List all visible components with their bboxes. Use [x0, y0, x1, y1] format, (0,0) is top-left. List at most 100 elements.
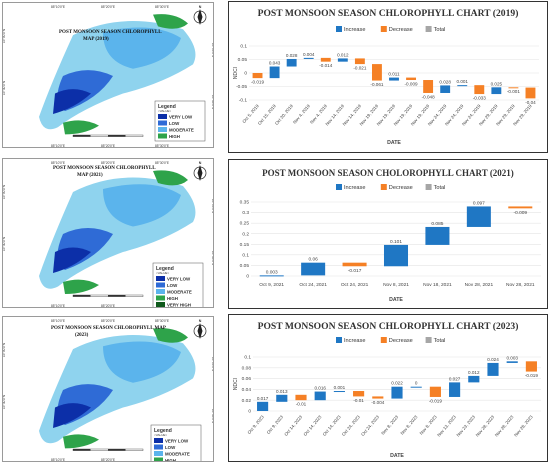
data-label: -0.04 — [525, 100, 536, 105]
bar — [410, 386, 422, 388]
bar — [342, 262, 367, 267]
data-label: -0.01 — [353, 398, 364, 403]
y-tick-label: 0.05 — [238, 57, 248, 63]
legend-swatch-total — [425, 337, 432, 343]
coord-label-left: 19°40'0"N — [3, 80, 6, 95]
bar — [371, 64, 382, 81]
legend-item-label: HIGH — [165, 458, 176, 462]
legend-swatch-decrease — [380, 337, 387, 343]
x-tick-label: Nov 8, 2023 — [399, 414, 418, 436]
coord-label-left: 19°40'0"N — [3, 236, 6, 251]
data-label: 0.016 — [314, 386, 326, 391]
y-tick-label: 0.15 — [240, 242, 250, 248]
bar — [372, 396, 384, 399]
x-axis-label: DATE — [387, 140, 401, 146]
data-label: 0 — [415, 381, 418, 386]
bar — [259, 275, 284, 277]
coord-label-left: 19°50'0"N — [3, 28, 6, 43]
legend-item-label: LOW — [165, 445, 176, 450]
bar — [487, 362, 499, 376]
high-zone — [153, 14, 188, 29]
legend-swatch — [156, 282, 165, 288]
legend-swatch — [158, 127, 167, 132]
bar — [474, 85, 485, 95]
bar — [320, 57, 331, 62]
bar — [491, 87, 502, 95]
chart-svg-2023: POST MONSOON SEASON CHLOROPHYLL CHART (2… — [233, 321, 541, 459]
bar — [314, 391, 326, 401]
legend-swatch — [154, 438, 163, 443]
chart-title: POST MONSOON SEASON CHLOROPHYLL CHART (2… — [258, 8, 519, 19]
bar — [303, 57, 314, 59]
legend-swatch — [156, 295, 165, 301]
data-label: 0.101 — [390, 239, 402, 245]
data-label: 0.043 — [269, 61, 281, 66]
data-label: -0.019 — [429, 398, 442, 403]
y-axis-label: NDCI — [233, 67, 239, 79]
legend-label-decrease: Decrease — [389, 185, 413, 191]
data-label: 0.027 — [449, 376, 461, 381]
data-label: -0.004 — [371, 400, 384, 405]
bar — [301, 262, 326, 276]
bar — [406, 77, 417, 81]
map-panel-2023: 85°10'0"E 85°20'0"E 85°30'0"E 85°10'0"E 85°2… — [2, 316, 214, 462]
north-label: N — [199, 161, 202, 165]
chart-panel-2023: POST MONSOON SEASON CHLOROPHYLL CHART (2… — [228, 314, 548, 462]
legend-label-total: Total — [434, 185, 446, 191]
data-label: -0.021 — [353, 66, 366, 71]
legend-title: Legend — [156, 266, 174, 272]
north-arrow-needle-icon — [197, 323, 203, 339]
legend-label-increase: Increase — [344, 27, 365, 33]
y-tick-label: 0.35 — [240, 200, 250, 206]
legend-swatch — [158, 120, 167, 126]
legend-item-label: LOW — [167, 283, 178, 288]
x-tick-label: Nov 8, 2023 — [419, 414, 438, 436]
coord-label-right: 19°50'0"N — [211, 357, 214, 372]
data-label: 0.085 — [431, 221, 443, 227]
data-label: 0.022 — [391, 381, 403, 386]
coord-label-top: 85°20'0"E — [101, 161, 115, 165]
coord-label-top: 85°10'0"E — [51, 5, 65, 9]
scale-bar-segment — [73, 135, 91, 137]
coord-label-bottom: 85°10'0"E — [51, 144, 65, 148]
legend-swatch — [154, 444, 163, 450]
x-tick-label: Nov 28, 2023 — [513, 414, 534, 438]
bar — [383, 244, 409, 267]
bar — [286, 58, 297, 67]
bar — [337, 58, 348, 62]
map-title-line1: POST MONSOON SEASON CHLOROPHYLL — [53, 166, 156, 171]
y-tick-label: 0.2 — [242, 231, 249, 237]
moderate-zone — [103, 184, 181, 227]
data-label: -0.014 — [319, 63, 332, 68]
map-title-line1: POST MONSOON SEASON CHLOROPHYLL — [59, 30, 162, 35]
chart-svg-2019: POST MONSOON SEASON CHLOROPHYLL CHART (2… — [233, 8, 539, 146]
x-tick-label: Oct 24, 2023 — [360, 414, 380, 437]
legend-subtitle: <VALUE> — [156, 271, 169, 275]
x-tick-label: Nov 8, 2023 — [380, 414, 399, 436]
map-legend: Legend<VALUE>VERY LOWLOWMODERATEHIGHVERY… — [150, 424, 202, 462]
y-tick-label: 0.3 — [242, 210, 249, 216]
x-tick-label: Nov 23, 2023 — [455, 414, 476, 438]
coord-label-right: 19°40'0"N — [211, 251, 214, 266]
x-tick-label: Oct 24, 2021 — [341, 282, 369, 288]
x-tick-label: Oct 24, 2021 — [299, 282, 327, 288]
y-tick-label: 0.04 — [242, 387, 252, 393]
coord-label-bottom: 85°20'0"E — [101, 458, 115, 462]
data-label: -0.033 — [473, 96, 486, 101]
high-zone — [63, 279, 99, 294]
bar — [466, 206, 491, 227]
lake-map — [39, 14, 196, 135]
legend-title: Legend — [158, 104, 176, 110]
bar — [429, 386, 441, 397]
x-tick-label: Nov 28, 2021 — [465, 282, 494, 288]
data-label: -0.017 — [348, 268, 362, 274]
coord-label-bottom: 85°10'0"E — [51, 458, 65, 462]
legend-item-label: MODERATE — [165, 451, 190, 456]
bar — [425, 226, 450, 245]
legend-swatch — [156, 276, 165, 281]
coord-label-right: 19°50'0"N — [211, 199, 214, 214]
legend-label-increase: Increase — [344, 338, 365, 344]
north-arrow-needle-icon — [197, 165, 203, 181]
legend-item-label: VERY LOW — [169, 114, 193, 119]
